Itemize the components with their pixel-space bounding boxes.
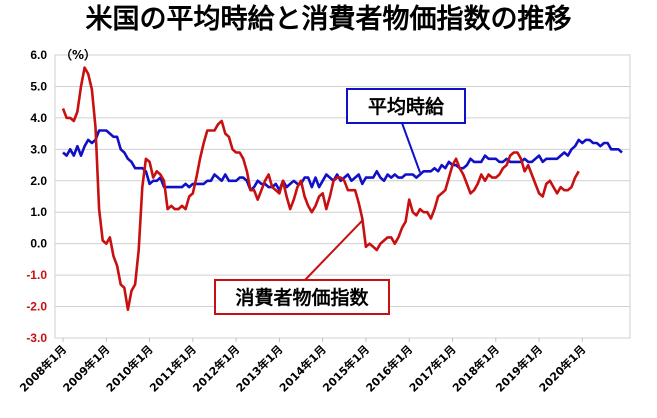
y-tick-label: 5.0 bbox=[30, 79, 47, 93]
chart-title: 米国の平均時給と消費者物価指数の推移 bbox=[85, 4, 572, 35]
x-tick-label: 2020年1月 bbox=[536, 342, 589, 395]
series-line-cpi bbox=[61, 66, 580, 311]
y-tick-label: -1.0 bbox=[26, 268, 47, 282]
y-tick-label: -3.0 bbox=[26, 331, 47, 345]
y-tick-label: 3.0 bbox=[30, 142, 47, 156]
y-tick-label: 2.0 bbox=[30, 174, 47, 188]
callout-label-wage: 平均時給 bbox=[368, 95, 445, 118]
y-unit-label: （%） bbox=[60, 47, 96, 62]
callout-leader-wage bbox=[401, 122, 421, 173]
y-tick-label: -2.0 bbox=[26, 300, 47, 314]
y-tick-label: 6.0 bbox=[30, 48, 47, 62]
callout-leader-cpi bbox=[304, 219, 364, 281]
callout-box-wage bbox=[346, 88, 466, 124]
callout-box-cpi bbox=[214, 279, 390, 315]
y-tick-label: 1.0 bbox=[30, 205, 47, 219]
y-tick-label: 4.0 bbox=[30, 111, 47, 125]
y-tick-label: 0.0 bbox=[30, 237, 47, 251]
callout-label-cpi: 消費者物価指数 bbox=[235, 286, 369, 309]
